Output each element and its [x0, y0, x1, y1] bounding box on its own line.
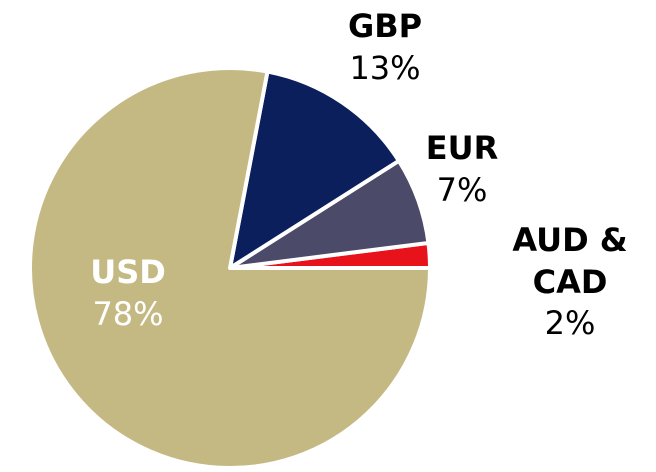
pie-slice	[228, 69, 401, 270]
value-label: 13%	[349, 48, 421, 87]
category-label: EUR	[425, 129, 499, 167]
category-label: GBP	[347, 7, 423, 45]
slice-label: AUD & CAD 2%	[500, 220, 640, 345]
value-label: 78%	[92, 294, 164, 333]
category-label: AUD & CAD	[512, 221, 628, 301]
value-label: 7%	[436, 170, 488, 209]
slice-label: EUR 7%	[392, 128, 532, 211]
slice-label: GBP 13%	[285, 6, 485, 89]
category-label: USD	[90, 253, 166, 291]
slice-label: USD 78%	[28, 252, 228, 335]
pie-slice	[28, 66, 432, 470]
value-label: 2%	[544, 304, 596, 343]
